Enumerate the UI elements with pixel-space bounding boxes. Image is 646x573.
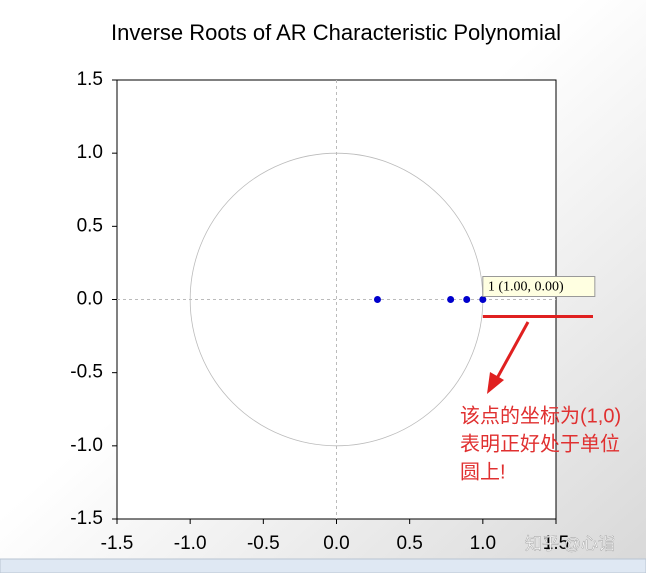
y-tick-label: 0.5 bbox=[77, 215, 103, 236]
red-arrow bbox=[493, 321, 530, 383]
x-tick-label: -1.0 bbox=[174, 533, 207, 554]
y-tick-label: 0.0 bbox=[77, 289, 103, 310]
watermark: 知乎 @心诣 bbox=[525, 534, 615, 553]
point bbox=[373, 296, 381, 303]
y-tick-label: 1.5 bbox=[77, 69, 103, 90]
y-tick-label: -0.5 bbox=[70, 362, 103, 383]
point bbox=[479, 296, 487, 303]
annotation: 圆上! bbox=[460, 460, 506, 483]
tooltip: 1 (1.00, 0.00) bbox=[488, 280, 564, 295]
point bbox=[463, 296, 471, 303]
annotation: 表明正好处于单位 bbox=[460, 432, 620, 455]
tooltip-box bbox=[482, 276, 596, 297]
y-tick-label: 1.0 bbox=[77, 142, 103, 163]
annotation: 该点的坐标为(1,0) bbox=[460, 404, 621, 427]
point bbox=[447, 296, 455, 303]
arrow-head bbox=[487, 372, 504, 394]
x-tick-label: -0.5 bbox=[247, 533, 280, 554]
status-bar bbox=[0, 558, 646, 573]
x-tick-label: 1.0 bbox=[470, 533, 496, 554]
y-tick-label: -1.0 bbox=[70, 435, 103, 456]
chart-title: Inverse Roots of AR Characteristic Polyn… bbox=[111, 20, 561, 45]
x-tick-label: 1.5 bbox=[543, 533, 569, 554]
x-tick-label: 0.0 bbox=[323, 533, 349, 554]
x-tick-label: -1.5 bbox=[101, 533, 134, 554]
x-tick-label: 0.5 bbox=[396, 533, 422, 554]
y-tick-label: -1.5 bbox=[70, 508, 103, 529]
